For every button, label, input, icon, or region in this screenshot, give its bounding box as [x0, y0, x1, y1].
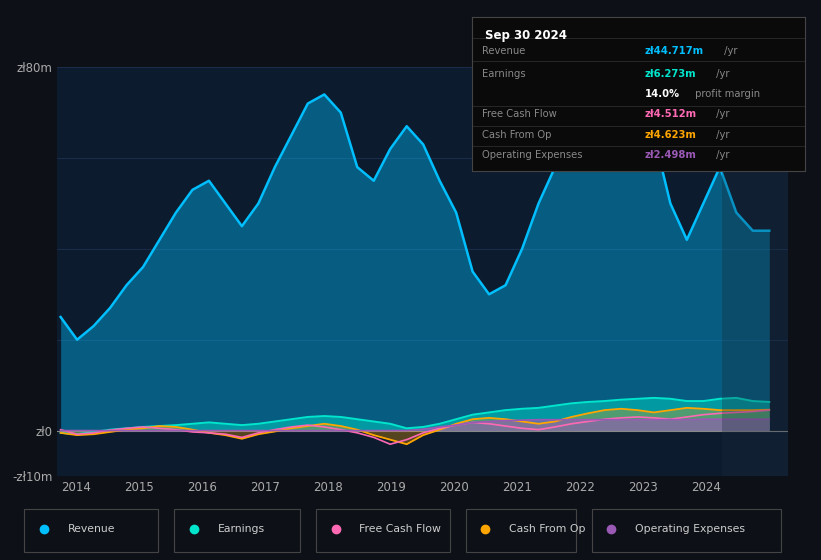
Text: Free Cash Flow: Free Cash Flow — [482, 109, 557, 119]
Text: Free Cash Flow: Free Cash Flow — [360, 524, 441, 534]
Text: /yr: /yr — [713, 151, 730, 160]
Text: 14.0%: 14.0% — [645, 89, 680, 99]
Text: zł44.717m: zł44.717m — [645, 46, 704, 55]
Text: Sep 30 2024: Sep 30 2024 — [485, 29, 567, 42]
Text: /yr: /yr — [713, 109, 730, 119]
Text: Operating Expenses: Operating Expenses — [482, 151, 583, 160]
Text: profit margin: profit margin — [691, 89, 759, 99]
Text: Cash From Op: Cash From Op — [509, 524, 585, 534]
Text: Earnings: Earnings — [482, 69, 525, 79]
Text: zł2.498m: zł2.498m — [645, 151, 697, 160]
Text: Revenue: Revenue — [482, 46, 525, 55]
Text: zł4.512m: zł4.512m — [645, 109, 697, 119]
Text: Revenue: Revenue — [67, 524, 115, 534]
Text: zł4.623m: zł4.623m — [645, 130, 697, 141]
Text: /yr: /yr — [713, 130, 730, 141]
Text: zł6.273m: zł6.273m — [645, 69, 696, 79]
Text: Operating Expenses: Operating Expenses — [635, 524, 745, 534]
Text: Earnings: Earnings — [218, 524, 264, 534]
Bar — [722, 67, 788, 476]
Text: Cash From Op: Cash From Op — [482, 130, 552, 141]
Text: /yr: /yr — [721, 46, 737, 55]
Text: /yr: /yr — [713, 69, 730, 79]
